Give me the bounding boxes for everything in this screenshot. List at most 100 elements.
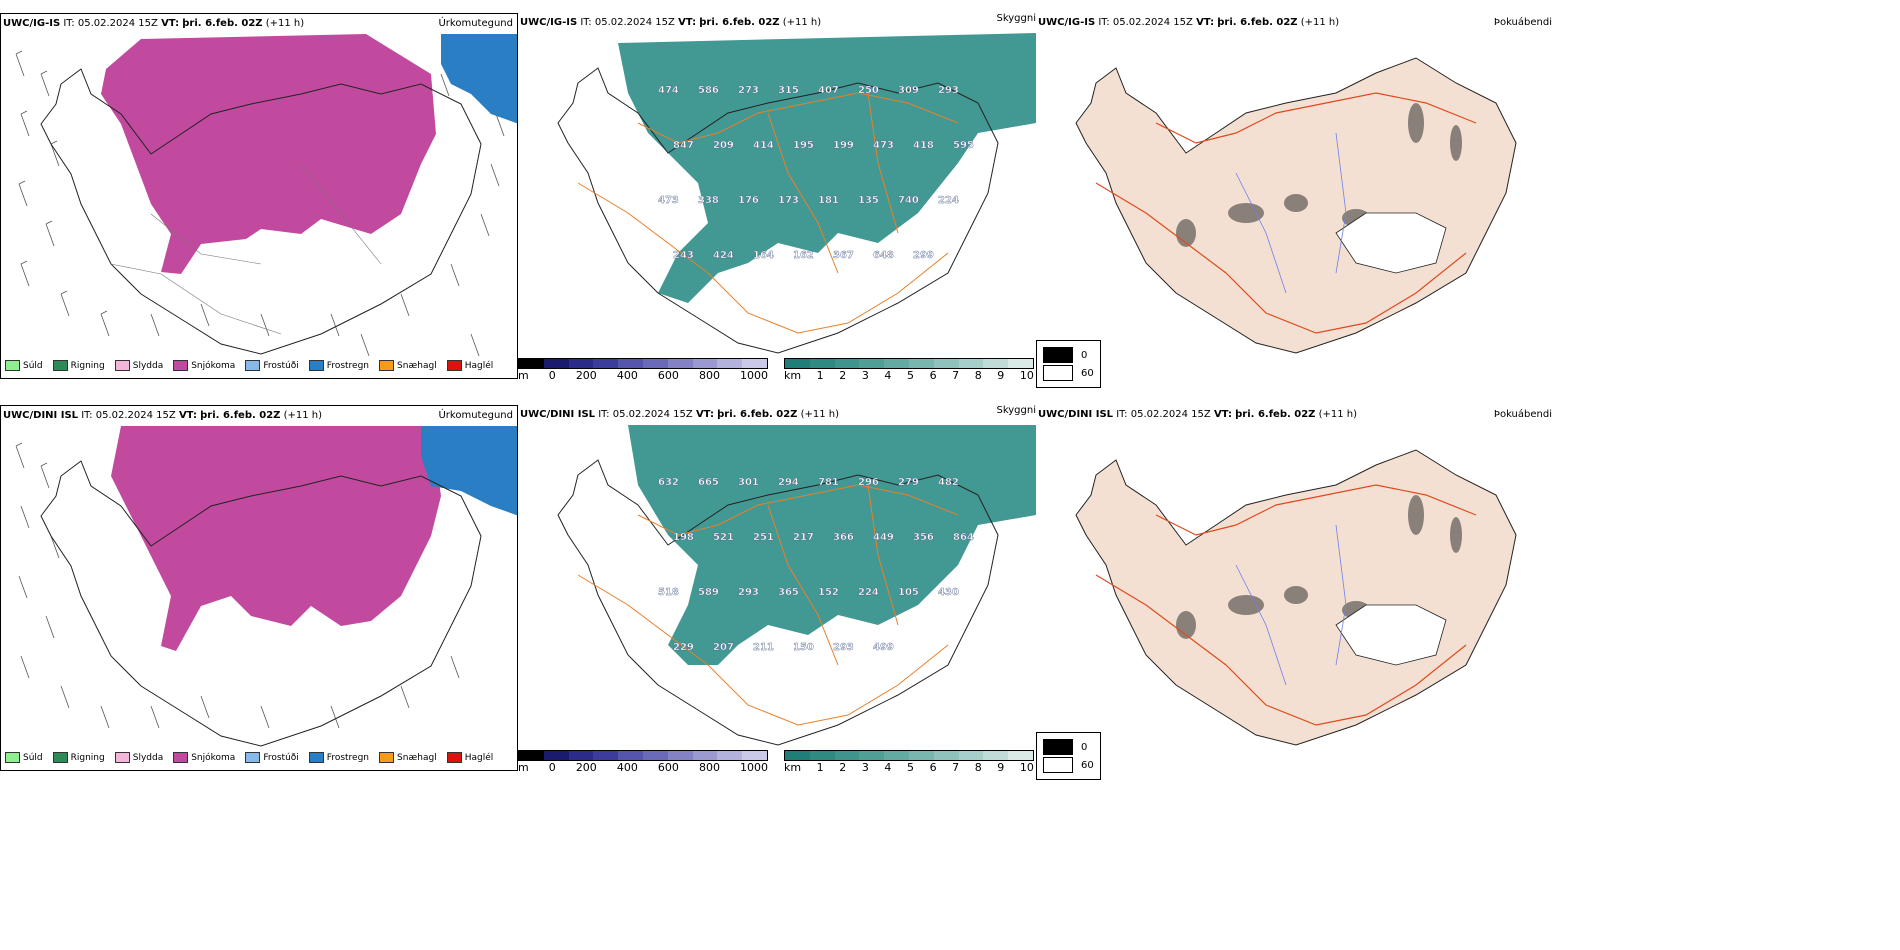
low-visibility-area	[618, 33, 1036, 303]
road-network	[577, 92, 959, 334]
height-bin	[742, 751, 767, 760]
it-value: 05.02.2024 15Z	[77, 18, 158, 29]
lead-time: (+11 h)	[283, 410, 323, 421]
visibility-bin	[958, 751, 984, 760]
legend-item: Frostregn	[308, 752, 369, 763]
height-bin	[543, 751, 569, 760]
panel-title: Skyggni	[996, 13, 1036, 24]
height-bin	[692, 359, 718, 368]
legend-label: Snæhagl	[397, 360, 437, 371]
visibility-bin	[859, 359, 885, 368]
height-bin	[519, 751, 544, 760]
visibility-tick: 6	[929, 761, 937, 771]
legend-item: Haglél	[446, 360, 493, 371]
ceiling-value: 781	[818, 477, 839, 488]
visibility-tick: 10	[1019, 369, 1034, 379]
model-name: UWC/IG-IS	[520, 17, 578, 28]
header-top-fog: UWC/IG-IS IT: 05.02.2024 15Z VT: þri. 6.…	[1038, 17, 1339, 28]
lead-time: (+11 h)	[1318, 409, 1358, 420]
wind-barbs	[15, 442, 460, 729]
legend-swatch	[5, 360, 20, 371]
visibility-tick: 3	[861, 369, 869, 379]
legend-swatch	[379, 360, 395, 371]
vt-value: þri. 6.feb. 02Z	[699, 17, 780, 28]
visibility-bin	[933, 359, 959, 368]
ceiling-value: 181	[818, 195, 839, 206]
header-bottom-fog: UWC/DINI ISL IT: 05.02.2024 15Z VT: þri.…	[1038, 409, 1357, 420]
road-lines	[110, 163, 382, 335]
visibility-bin	[983, 751, 1009, 760]
ceiling-value: 338	[698, 195, 719, 206]
height-tick: 200	[575, 369, 597, 379]
it-label: IT:	[63, 18, 75, 29]
visibility-bin	[908, 359, 934, 368]
ceiling-value: 293	[833, 642, 854, 653]
ceiling-value: 740	[898, 195, 919, 206]
fog-legend-bottom: 0 60	[1036, 732, 1101, 780]
legend-swatch	[308, 360, 324, 371]
fog-label: 0	[1081, 349, 1088, 361]
ceiling-value: 521	[713, 532, 734, 543]
ceiling-value: 279	[898, 477, 919, 488]
visibility-bin	[884, 751, 909, 760]
legend-swatch	[245, 752, 261, 763]
ceiling-map: 474 586 273 315 407 250 309 293 847 209 414 195 199 4…	[557, 33, 1036, 354]
ceiling-value: 589	[698, 587, 719, 598]
height-bin	[717, 359, 743, 368]
height-bin	[568, 359, 594, 368]
it-value: 05.02.2024 15Z	[95, 410, 176, 421]
vt-label: VT:	[161, 18, 180, 29]
ceiling-value: 251	[753, 532, 774, 543]
ceiling-value: 847	[673, 140, 694, 151]
legend-swatch	[52, 360, 68, 371]
legend-swatch	[446, 752, 462, 763]
fog-map	[1075, 57, 1517, 354]
visibility-tick: 4	[884, 369, 892, 379]
precip-panel-top: UWC/IG-IS IT: 05.02.2024 15Z VT: þri. 6.…	[0, 13, 518, 379]
precip-legend-bottom: Súld Rigning Slydda Snjókoma Frostúði Frostre…	[5, 752, 493, 763]
lead-time: (+11 h)	[1300, 17, 1340, 28]
height-tick: 400	[616, 369, 638, 379]
height-bin	[667, 751, 693, 760]
lead-time: (+11 h)	[265, 18, 305, 29]
glacier	[1335, 604, 1447, 666]
panel-title: Úrkomutegund	[438, 410, 513, 421]
fog-swatch	[1043, 757, 1073, 773]
fog-label: 60	[1081, 759, 1094, 771]
height-tick: 1000	[740, 369, 768, 379]
visibility-bin	[933, 751, 959, 760]
panel-title: Úrkomutegund	[438, 18, 513, 29]
legend-swatch	[446, 360, 462, 371]
ceiling-value: 424	[713, 250, 734, 261]
fog-swatch	[1043, 739, 1073, 755]
legend-label: Frostregn	[326, 360, 370, 371]
height-bin	[742, 359, 767, 368]
legend-swatch	[308, 752, 324, 763]
ceiling-value: 632	[658, 477, 679, 488]
ceiling-value: 473	[873, 140, 894, 151]
visibility-bin	[809, 751, 835, 760]
vt-label: VT:	[678, 17, 697, 28]
legend-label: Snæhagl	[397, 752, 437, 763]
vt-label: VT:	[695, 409, 714, 420]
visibility-bin	[809, 359, 835, 368]
height-bin	[642, 359, 668, 368]
legend-item: Slydda	[114, 752, 163, 763]
legend-label: Súld	[23, 752, 43, 763]
ceiling-map: 632 665 301 294 781 296 279 482 198 521 251 217 366 4…	[557, 425, 1036, 746]
height-scale-top: m 0 200 400 600 800 1000	[518, 358, 768, 379]
fog-swatch	[1043, 365, 1073, 381]
header-bottom-precip: UWC/DINI ISL IT: 05.02.2024 15Z VT: þri.…	[3, 410, 322, 421]
road-network	[577, 484, 959, 726]
height-bin	[568, 751, 594, 760]
legend-item: Súld	[5, 360, 43, 371]
height-bin	[543, 359, 569, 368]
ceiling-value: 473	[658, 195, 679, 206]
visibility-bin	[1008, 751, 1033, 760]
vt-value: þri. 6.feb. 02Z	[200, 410, 281, 421]
fog-signal	[1176, 103, 1462, 247]
fog-legend-row: 60	[1043, 757, 1094, 773]
model-name: UWC/DINI ISL	[520, 409, 596, 420]
ceiling-value: 273	[738, 85, 759, 96]
legend-item: Rigning	[52, 752, 105, 763]
